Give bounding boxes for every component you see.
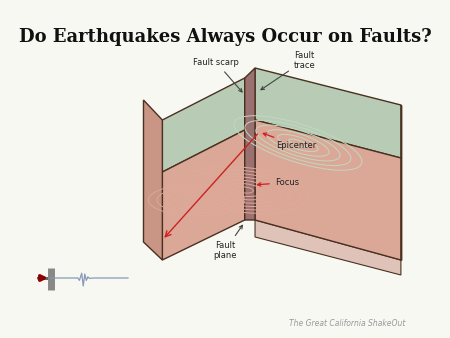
Polygon shape xyxy=(144,100,162,260)
Polygon shape xyxy=(245,68,255,220)
Text: Epicenter: Epicenter xyxy=(263,133,317,150)
Text: Fault
plane: Fault plane xyxy=(213,225,243,260)
Text: Do Earthquakes Always Occur on Faults?: Do Earthquakes Always Occur on Faults? xyxy=(19,28,431,46)
Text: Fault scarp: Fault scarp xyxy=(194,58,242,92)
Polygon shape xyxy=(162,78,245,172)
Polygon shape xyxy=(255,120,401,260)
Polygon shape xyxy=(162,130,245,260)
Text: Focus: Focus xyxy=(257,178,299,187)
Polygon shape xyxy=(255,220,401,275)
Polygon shape xyxy=(255,68,401,158)
Text: Fault
trace: Fault trace xyxy=(261,51,315,90)
Text: The Great California ShakeOut: The Great California ShakeOut xyxy=(289,319,405,328)
